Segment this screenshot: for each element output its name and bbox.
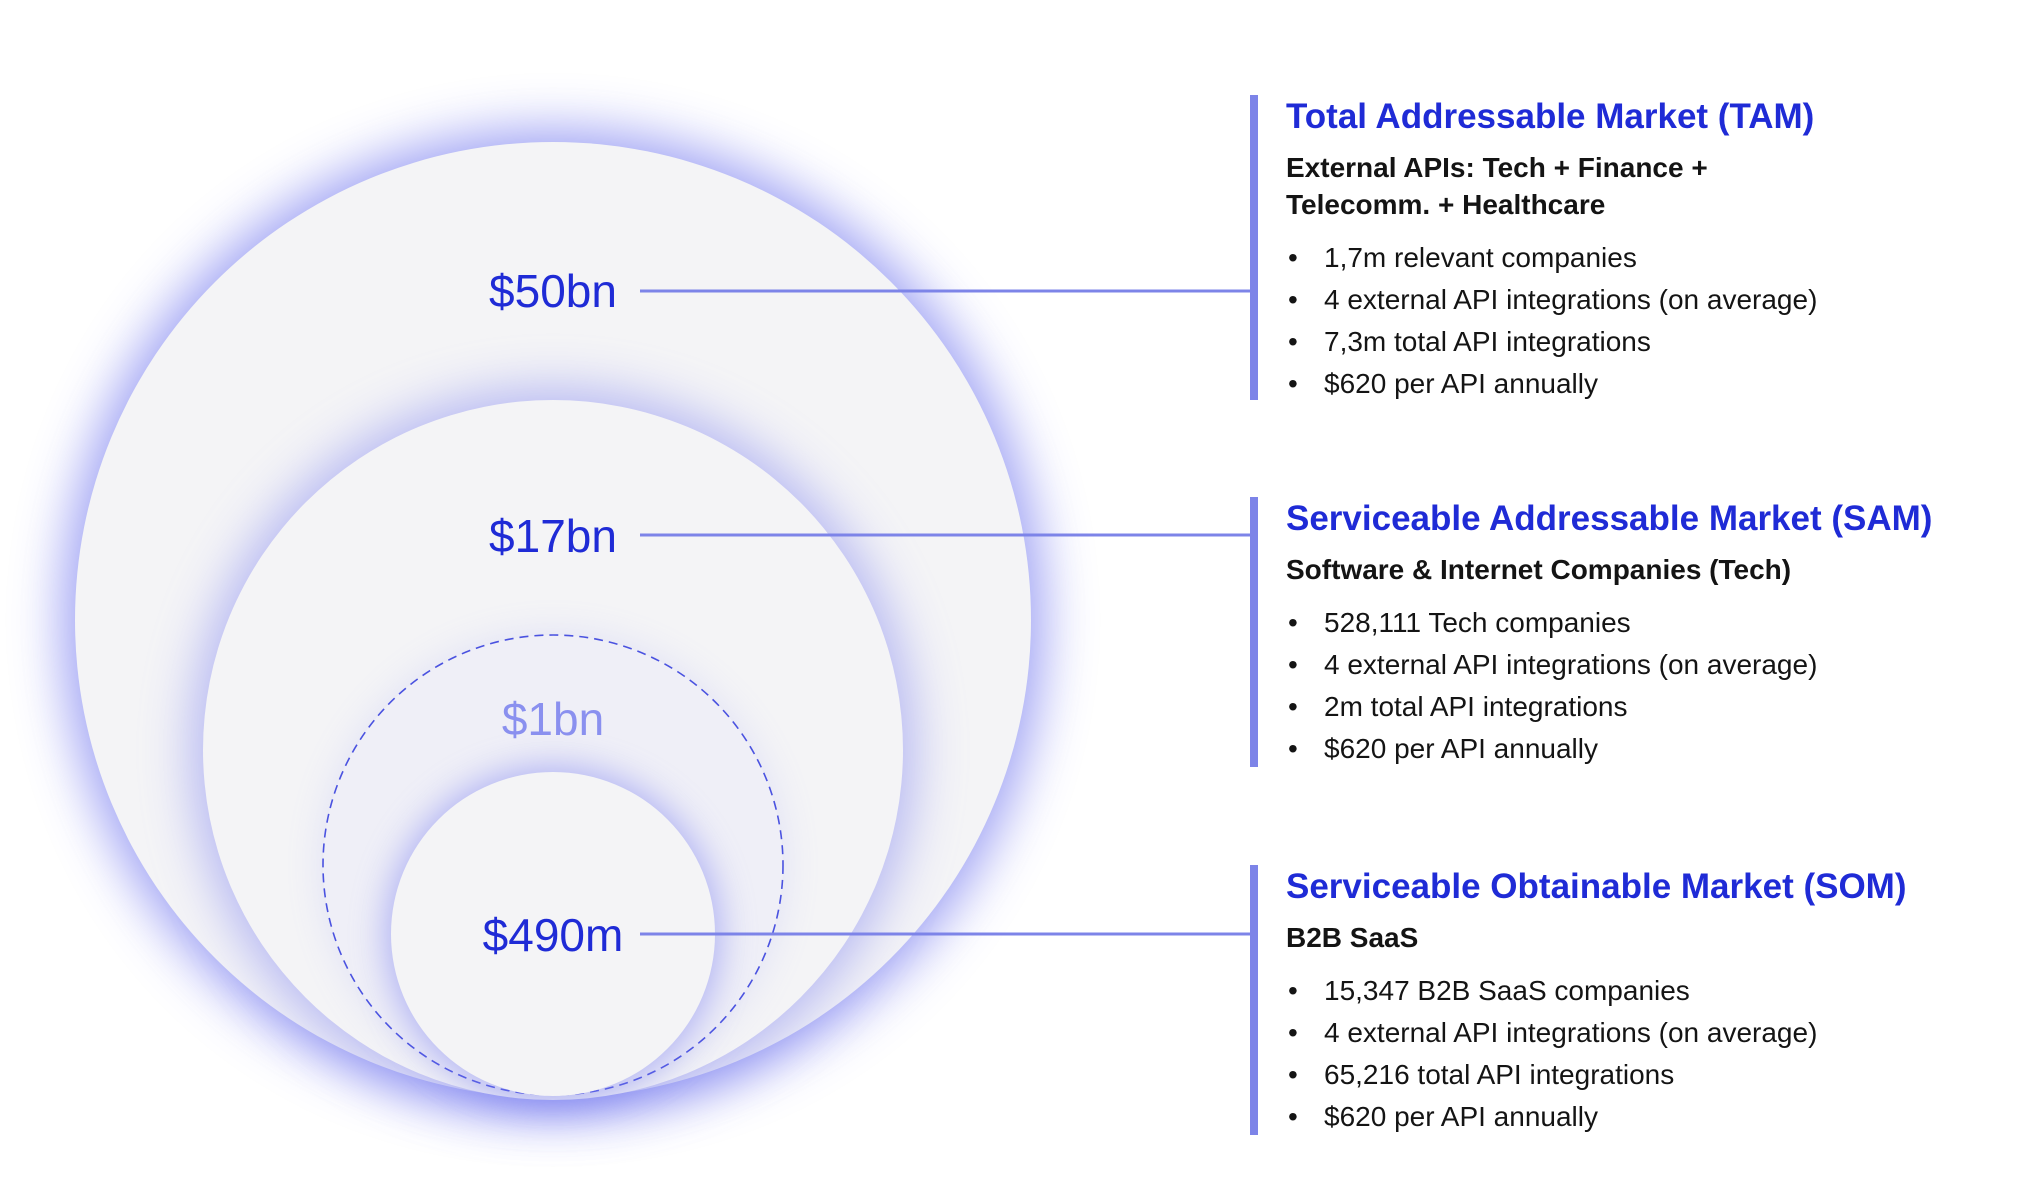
list-item: 65,216 total API integrations <box>1286 1054 1906 1096</box>
sam-bullet-list: 528,111 Tech companies 4 external API in… <box>1286 602 1932 770</box>
som-subtitle: B2B SaaS <box>1286 922 1419 953</box>
list-item: 4 external API integrations (on average) <box>1286 279 1817 321</box>
tam-panel: Total Addressable Market (TAM) External … <box>1250 95 1817 405</box>
sam-title: Serviceable Addressable Market (SAM) <box>1286 499 1933 538</box>
list-item: $620 per API annually <box>1286 1096 1906 1138</box>
list-item: 4 external API integrations (on average) <box>1286 644 1932 686</box>
list-item: 7,3m total API integrations <box>1286 321 1817 363</box>
list-item: 15,347 B2B SaaS companies <box>1286 970 1906 1012</box>
sam-panel: Serviceable Addressable Market (SAM) Sof… <box>1250 497 1933 770</box>
som-bullet-list: 15,347 B2B SaaS companies 4 external API… <box>1286 970 1906 1138</box>
som-title: Serviceable Obtainable Market (SOM) <box>1286 867 1907 906</box>
sam-subtitle: Software & Internet Companies (Tech) <box>1286 554 1792 585</box>
list-item: 4 external API integrations (on average) <box>1286 1012 1906 1054</box>
list-item: $620 per API annually <box>1286 363 1817 405</box>
target-value-label: $1bn <box>502 693 604 745</box>
tam-value-label: $50bn <box>489 265 617 317</box>
som-circle <box>391 772 715 1096</box>
list-item: 1,7m relevant companies <box>1286 237 1817 279</box>
list-item: 528,111 Tech companies <box>1286 602 1932 644</box>
sam-value-label: $17bn <box>489 510 617 562</box>
tam-bullet-list: 1,7m relevant companies 4 external API i… <box>1286 237 1817 405</box>
som-panel: Serviceable Obtainable Market (SOM) B2B … <box>1250 865 1907 1138</box>
som-value-label: $490m <box>483 909 624 961</box>
tam-title: Total Addressable Market (TAM) <box>1286 97 1815 136</box>
list-item: $620 per API annually <box>1286 728 1932 770</box>
list-item: 2m total API integrations <box>1286 686 1932 728</box>
tam-subtitle: External APIs: Tech + Finance + Telecomm… <box>1286 152 1708 220</box>
